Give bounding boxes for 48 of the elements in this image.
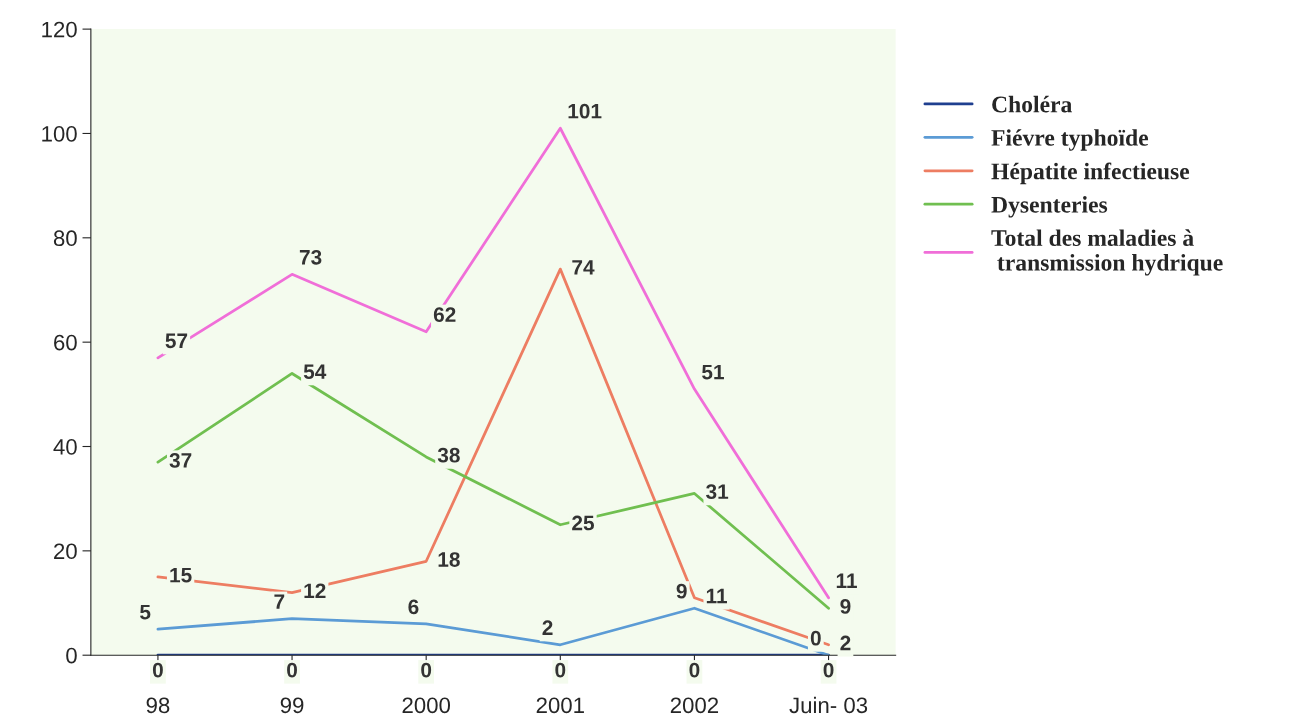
data-label: 0 bbox=[810, 630, 821, 646]
y-tick-label: 0 bbox=[66, 647, 77, 664]
data-label: 6 bbox=[408, 599, 419, 615]
data-label: 7 bbox=[274, 594, 285, 609]
y-tick-label: 40 bbox=[53, 439, 77, 455]
data-label: 51 bbox=[702, 364, 724, 380]
data-label: 0 bbox=[823, 662, 834, 678]
data-label: 0 bbox=[689, 662, 700, 678]
data-label: 0 bbox=[421, 662, 432, 678]
data-label: 101 bbox=[568, 103, 602, 119]
data-label: 74 bbox=[572, 260, 595, 275]
x-tick-label: 2000 bbox=[402, 697, 451, 714]
data-label: 73 bbox=[299, 249, 322, 265]
data-label: 15 bbox=[170, 567, 192, 583]
data-label: 12 bbox=[304, 583, 326, 598]
y-tick-label: 80 bbox=[53, 230, 77, 247]
y-tick-label: 100 bbox=[42, 126, 77, 142]
data-label: 54 bbox=[303, 364, 327, 380]
x-tick-label: 2002 bbox=[670, 697, 719, 714]
x-tick-label: 99 bbox=[280, 697, 304, 714]
x-tick-label: Juin- 03 bbox=[789, 696, 868, 714]
data-label: 62 bbox=[433, 307, 456, 323]
data-label: 9 bbox=[840, 599, 851, 614]
legend-label: Total des maladies à transmission hydrique bbox=[991, 229, 1223, 276]
data-label: 25 bbox=[572, 515, 595, 531]
x-tick-label: 98 bbox=[146, 697, 170, 714]
y-tick-label: 120 bbox=[42, 21, 77, 38]
data-label: 11 bbox=[706, 588, 727, 604]
legend-label: Choléra bbox=[992, 95, 1072, 113]
x-tick-label: 2001 bbox=[536, 697, 584, 714]
legend-label: Dysenteries bbox=[991, 196, 1108, 218]
data-label: 2 bbox=[840, 635, 851, 651]
data-label: 5 bbox=[140, 604, 151, 620]
data-label: 0 bbox=[555, 662, 566, 678]
data-label: 37 bbox=[169, 453, 192, 468]
data-label: 0 bbox=[287, 662, 297, 678]
data-label: 9 bbox=[676, 583, 687, 599]
data-label: 38 bbox=[437, 447, 460, 463]
legend-label: Hépatite infectieuse bbox=[991, 162, 1190, 185]
data-label: 18 bbox=[438, 552, 460, 567]
data-label: 57 bbox=[165, 333, 188, 349]
y-tick-label: 20 bbox=[54, 543, 77, 560]
y-tick-label: 60 bbox=[54, 334, 77, 351]
data-label: 2 bbox=[542, 620, 553, 635]
data-label: 11 bbox=[836, 573, 857, 588]
data-label: 0 bbox=[152, 662, 163, 678]
data-label: 31 bbox=[706, 484, 729, 500]
legend-label: Fiévre typhoïde bbox=[991, 129, 1149, 151]
